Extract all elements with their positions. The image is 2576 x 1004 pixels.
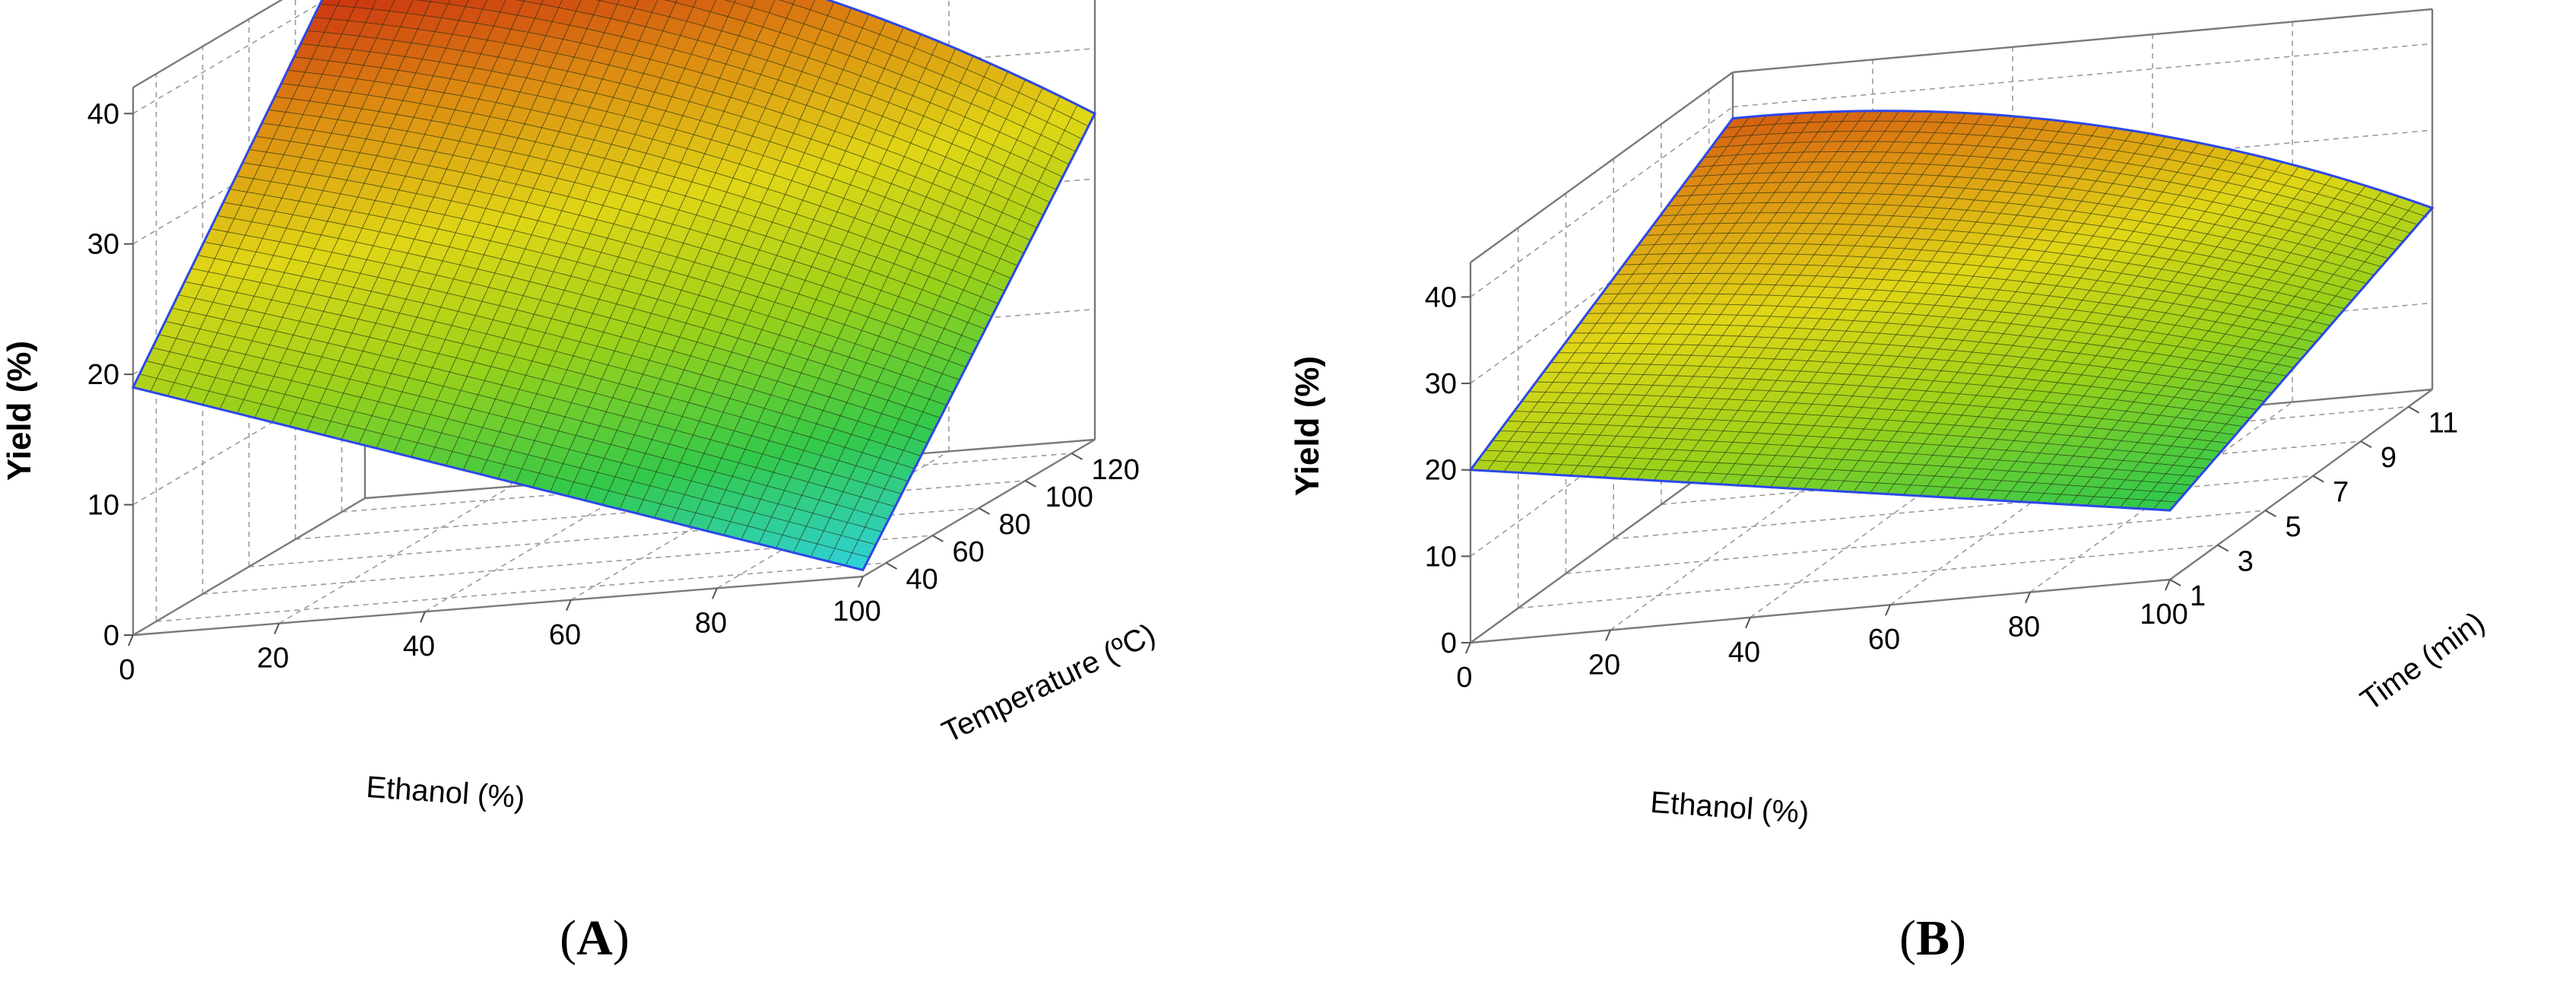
box-edge-8 — [1732, 8, 2433, 74]
x-tick-label-1: 20 — [257, 643, 289, 675]
z-axis-label: Yield (%) — [1, 341, 38, 481]
z-tick-label-3: 30 — [1425, 368, 1457, 400]
x-tick-mark — [1745, 617, 1751, 629]
surface-outline — [1468, 110, 2435, 512]
floor-ygrid-1 — [1518, 544, 2218, 609]
y-tick-mark — [2264, 510, 2276, 517]
y-tick-label-0: 1 — [2190, 580, 2206, 612]
x-tick-label-4: 80 — [695, 607, 727, 639]
panel-caption-b: (B) — [1899, 910, 1966, 966]
y-tick-mark — [2360, 440, 2372, 449]
x-tick-label-2: 40 — [403, 631, 435, 662]
x-tick-mark — [2025, 592, 2031, 603]
x-tick-label-0: 0 — [119, 654, 135, 686]
z-tick-label-0: 0 — [103, 620, 119, 652]
floor-ygrid-1 — [202, 535, 933, 595]
y-tick-label-0: 40 — [906, 564, 938, 596]
x-tick-mark — [712, 588, 718, 599]
floor-ygrid-3 — [1613, 475, 2314, 540]
z-tick-label-1: 10 — [1425, 541, 1457, 573]
box-edge-7 — [132, 0, 284, 89]
x-tick-label-0: 0 — [1456, 662, 1472, 694]
y-tick-label-1: 60 — [953, 536, 985, 568]
panel-caption-a: (A) — [560, 910, 630, 966]
x-tick-mark — [858, 576, 864, 588]
x-tick-mark — [1885, 604, 1891, 616]
x-tick-label-5: 100 — [2140, 599, 2187, 631]
y-tick-label-4: 120 — [1092, 454, 1140, 486]
chart-panel-a: 0 10 20 30 40 0 20 40 60 80 100 40 60 80 100 120 Yield (… — [1, 0, 1160, 966]
x-tick-mark — [128, 634, 134, 647]
y-tick-mark — [932, 535, 944, 542]
x-axis-label: Ethanol (%) — [365, 770, 526, 815]
y-tick-mark — [886, 562, 897, 570]
y-tick-mark — [2217, 544, 2229, 552]
x-tick-label-4: 80 — [2008, 612, 2040, 643]
z-tick-label-0: 0 — [1441, 628, 1457, 659]
y-tick-label-4: 9 — [2381, 442, 2397, 474]
response-surface — [1468, 110, 2435, 512]
y-tick-mark — [1025, 480, 1036, 488]
x-tick-mark — [420, 611, 426, 623]
y-tick-mark — [2312, 475, 2324, 483]
y-tick-mark — [2169, 579, 2181, 586]
box-edge-7 — [1470, 71, 1734, 263]
box-edge-2 — [132, 497, 366, 637]
chart-panel-b: 0 10 20 30 40 0 20 40 60 80 100 1 3 5 7 9 11 Yield (%) Eth… — [1288, 0, 2576, 1004]
response-surface — [131, 0, 1097, 572]
x-tick-mark — [1605, 630, 1611, 641]
x-tick-label-3: 60 — [1868, 624, 1900, 656]
y-tick-label-5: 11 — [2428, 408, 2458, 440]
z-tick-label-2: 20 — [87, 359, 119, 391]
box-edge-0 — [1470, 578, 2171, 644]
y-tick-label-2: 5 — [2285, 511, 2301, 543]
x-tick-label-3: 60 — [549, 619, 581, 651]
y-tick-mark — [2408, 405, 2420, 414]
y-axis-label: Temperature (ºC) — [937, 618, 1160, 750]
y-tick-label-2: 80 — [999, 509, 1031, 541]
box-edge-2 — [1470, 452, 1734, 643]
caption-letter-b: B — [1915, 910, 1950, 966]
y-tick-mark — [1071, 453, 1083, 460]
y-tick-label-1: 3 — [2238, 546, 2254, 578]
z-tick-label-1: 10 — [87, 490, 119, 522]
y-axis-label: Time (min) — [2355, 605, 2491, 717]
z-tick-label-4: 40 — [87, 98, 119, 130]
floor-ygrid-0 — [156, 562, 887, 622]
box-edge-0 — [132, 575, 864, 637]
x-tick-label-5: 100 — [833, 596, 880, 628]
caption-letter-a: A — [576, 910, 613, 966]
surface-outline — [131, 0, 1097, 572]
x-tick-mark — [1465, 642, 1471, 654]
box-edge-1 — [2169, 389, 2433, 580]
y-tick-label-3: 7 — [2333, 477, 2349, 509]
y-tick-label-3: 100 — [1045, 481, 1093, 513]
x-tick-label-2: 40 — [1728, 637, 1760, 669]
y-tick-mark — [979, 507, 990, 515]
floor-ygrid-2 — [1566, 510, 2266, 574]
x-tick-mark — [274, 623, 280, 634]
z-axis-label: Yield (%) — [1289, 356, 1326, 496]
x-axis-label: Ethanol (%) — [1649, 786, 1810, 830]
x-tick-mark — [566, 599, 572, 612]
x-tick-mark — [2165, 579, 2171, 591]
z-tick-label-3: 30 — [87, 229, 119, 261]
floor-ygrid-2 — [249, 507, 979, 567]
x-tick-label-1: 20 — [1588, 649, 1620, 681]
z-tick-label-2: 20 — [1425, 455, 1457, 487]
left-wall-zgrid-4 — [1470, 106, 1734, 298]
z-tick-label-4: 40 — [1425, 281, 1457, 313]
back-wall-zgrid-4 — [1732, 43, 2433, 108]
